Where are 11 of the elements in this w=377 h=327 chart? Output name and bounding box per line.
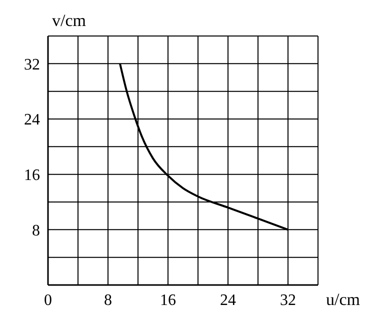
- x-tick-label: 32: [280, 292, 296, 309]
- x-tick-label: 24: [220, 292, 236, 309]
- x-tick-label: 8: [104, 292, 112, 309]
- y-tick-label: 8: [32, 222, 40, 240]
- y-tick-label: 16: [24, 167, 40, 184]
- y-tick-label: 32: [24, 56, 40, 74]
- y-tick-label: 24: [24, 112, 40, 129]
- x-tick-label: 0: [44, 292, 52, 309]
- x-tick-label: 16: [160, 292, 176, 309]
- x-axis-title: u/cm: [326, 290, 360, 309]
- y-axis-title: v/cm: [52, 11, 86, 30]
